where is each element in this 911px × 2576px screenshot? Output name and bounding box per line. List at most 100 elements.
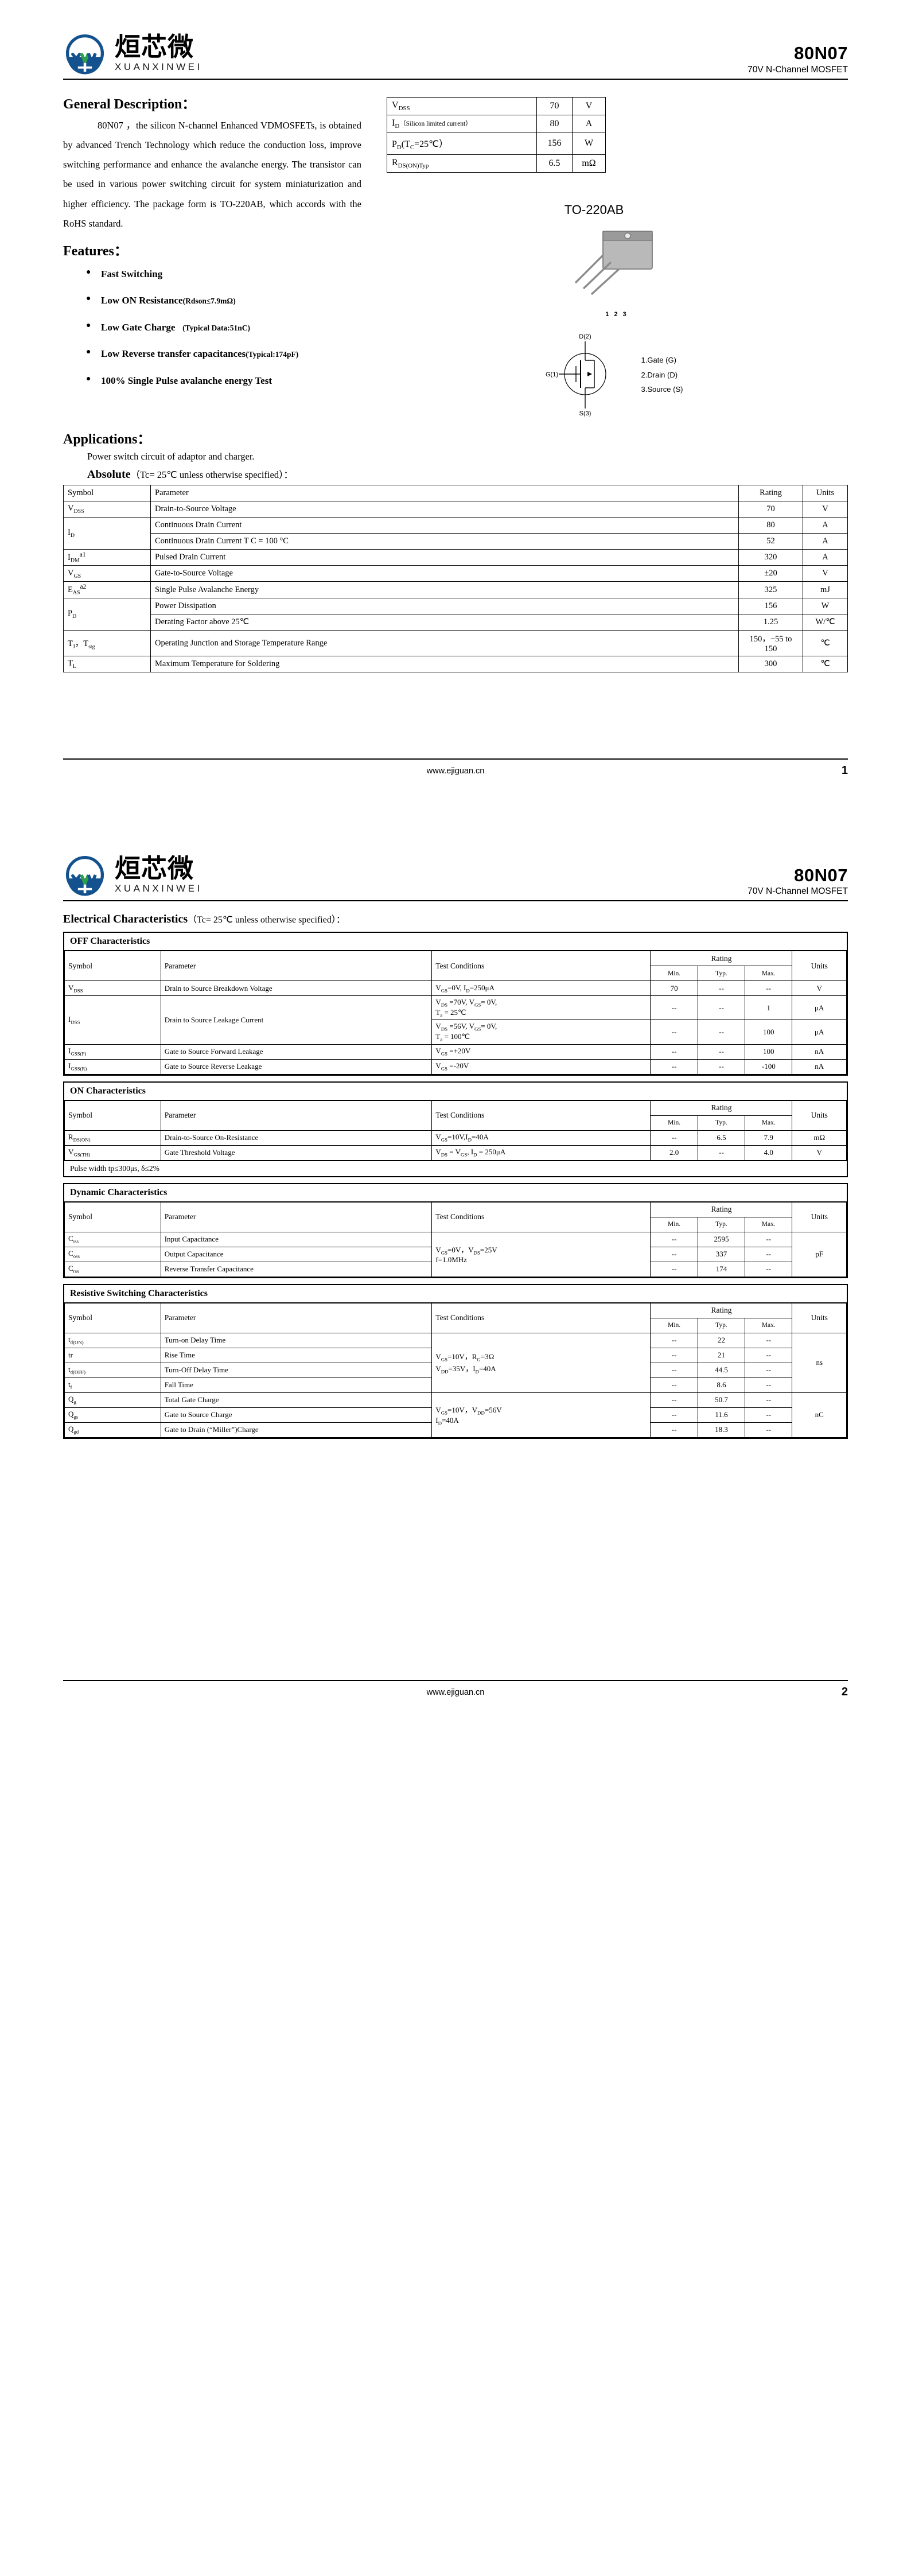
- row-symbol: td(ON): [64, 1332, 161, 1348]
- col-test-conditions: Test Conditions: [431, 951, 651, 982]
- table-header-row: Symbol Parameter Test Conditions Rating …: [64, 1201, 847, 1232]
- col-symbol: Symbol: [64, 951, 161, 982]
- absolute-ratings-title: Absolute（Tc= 25℃ unless otherwise specif…: [87, 468, 293, 481]
- table-row: TL Maximum Temperature for Soldering 300…: [63, 656, 848, 673]
- page-2-header: 烜芯微 XUANXINWEI 80N07 70V N-Channel MOSFE…: [63, 822, 848, 899]
- features-list: Fast Switching Low ON Resistance(Rdson≤7…: [63, 268, 361, 387]
- part-number: 80N07: [794, 865, 848, 885]
- row-parameter: Output Capacitance: [160, 1246, 433, 1262]
- row-max: --: [745, 1377, 793, 1393]
- row-parameter: Pulsed Drain Current: [150, 548, 739, 566]
- row-units: W: [803, 598, 848, 615]
- applications-title: Applications：: [63, 431, 151, 447]
- pulse-width-note: Pulse width tp≤300μs, δ≤2%: [64, 1160, 847, 1176]
- feature-item: Low Gate Charge (Typical Data:51nC): [86, 321, 361, 333]
- row-parameter: Total Gate Charge: [160, 1392, 433, 1408]
- footer-url[interactable]: www.ejiguan.cn: [426, 766, 485, 776]
- row-max: --: [745, 1362, 793, 1378]
- pin-item: 1.Gate (G): [641, 356, 676, 365]
- table-row: VDSS Drain to Source Breakdown Voltage V…: [64, 980, 847, 997]
- row-symbol: VDSS: [63, 500, 151, 517]
- col-parameter: Parameter: [150, 484, 739, 501]
- col-rating: Rating: [738, 484, 803, 501]
- spec-value: 80: [536, 115, 573, 134]
- xxw-circle-icon: [63, 32, 107, 75]
- col-symbol: Symbol: [63, 484, 151, 501]
- row-max: --: [745, 1246, 793, 1262]
- row-symbol: VDSS: [64, 980, 161, 997]
- dynamic-characteristics-table: Dynamic Characteristics Symbol Parameter…: [63, 1182, 848, 1278]
- spec-value: 70: [536, 96, 573, 116]
- row-min: --: [650, 1231, 698, 1247]
- row-typ: 18.3: [697, 1422, 746, 1438]
- row-parameter: Rise Time: [160, 1347, 433, 1363]
- col-max: Max.: [745, 1115, 793, 1131]
- row-min: --: [650, 1377, 698, 1393]
- col-test-conditions: Test Conditions: [431, 1100, 651, 1131]
- table-row: IDMa1 Pulsed Drain Current 320 A: [63, 548, 848, 566]
- table-header-row: Symbol Parameter Test Conditions Rating …: [64, 951, 847, 982]
- row-max: --: [745, 1261, 793, 1277]
- company-name-cn: 烜芯微: [115, 32, 194, 61]
- table-row: Qgd Gate to Drain (“Miller”)Charge -- 18…: [64, 1422, 847, 1438]
- row-min: --: [650, 1332, 698, 1348]
- table-row: ID（Silicon limited current） 80 A: [387, 115, 606, 134]
- table-header-row: Min. Typ. Max.: [65, 1115, 847, 1131]
- row-parameter: Drain-to-Source On-Resistance: [160, 1130, 433, 1146]
- package-title: TO-220AB: [564, 202, 624, 217]
- col-units: Units: [792, 1100, 847, 1131]
- col-parameter: Parameter: [160, 1100, 433, 1131]
- package-pin-numbers: 1 2 3: [605, 310, 628, 318]
- table-row: IDSS Drain to Source Leakage Current VDS…: [64, 995, 847, 1045]
- col-typ: Typ.: [697, 1216, 746, 1232]
- page-1-footer: www.ejiguan.cn 1: [63, 758, 848, 777]
- col-rating: Rating: [650, 1201, 793, 1217]
- spec-value: 6.5: [536, 154, 573, 173]
- svg-text:G(1): G(1): [546, 371, 558, 378]
- off-characteristics-table: OFF Characteristics Symbol Parameter Tes…: [63, 932, 848, 1076]
- row-max: 1: [745, 995, 793, 1021]
- table-header-row: Min. Typ. Max.: [65, 1216, 847, 1232]
- table-row: VDSS Drain-to-Source Voltage 70 V: [63, 500, 848, 517]
- svg-text:S(3): S(3): [579, 410, 591, 417]
- row-typ: 21: [697, 1347, 746, 1363]
- row-typ: 11.6: [697, 1407, 746, 1423]
- table-header-row: Symbol Parameter Rating Units: [63, 484, 848, 501]
- row-symbol: TJ，Tstg: [63, 630, 151, 657]
- row-symbol: VGS(TH): [64, 1145, 161, 1161]
- table-row: RDS(ON)Typ 6.5 mΩ: [387, 154, 606, 173]
- row-symbol: IGSS(R): [64, 1059, 161, 1075]
- row-units: A: [803, 548, 848, 566]
- footer-url[interactable]: www.ejiguan.cn: [426, 1687, 485, 1697]
- row-symbol: EASa2: [63, 581, 151, 599]
- row-symbol: Coss: [64, 1246, 161, 1262]
- row-conditions: VGS=0V, ID=250μA: [431, 980, 651, 997]
- row-rating: 70: [738, 500, 803, 517]
- table-header-row: Min. Typ. Max.: [65, 966, 847, 982]
- row-parameter: Turn-Off Delay Time: [160, 1362, 433, 1378]
- row-conditions: VDS = VGS, ID = 250μA: [431, 1145, 651, 1161]
- company-logo: 烜芯微 XUANXINWEI: [63, 853, 203, 897]
- col-parameter: Parameter: [160, 951, 433, 982]
- footer-divider: [63, 1679, 848, 1681]
- table-row: VGS(TH) Gate Threshold Voltage VDS = VGS…: [64, 1145, 847, 1161]
- row-max: 100: [745, 1019, 793, 1045]
- spec-unit: V: [572, 96, 606, 116]
- row-symbol: tf: [64, 1377, 161, 1393]
- row-typ: --: [697, 1019, 746, 1045]
- col-parameter: Parameter: [160, 1302, 433, 1333]
- pin-assignment-list: 1.Gate (G) 2.Drain (D) 3.Source (S): [641, 353, 683, 396]
- row-rating: 80: [738, 516, 803, 534]
- row-typ: 337: [697, 1246, 746, 1262]
- row-units: V: [792, 980, 847, 997]
- row-typ: 8.6: [697, 1377, 746, 1393]
- applications-section: Applications： Power switch circuit of ad…: [63, 427, 848, 481]
- table-row: Qgs Gate to Source Charge -- 11.6 --: [64, 1407, 847, 1423]
- row-symbol: Qgd: [64, 1422, 161, 1438]
- table-row: ID Continuous Drain Current 80 A: [63, 516, 848, 550]
- row-typ: --: [697, 980, 746, 997]
- row-typ: 174: [697, 1261, 746, 1277]
- table-header-row: Symbol Parameter Test Conditions Rating …: [64, 1302, 847, 1333]
- row-parameter: Gate to Drain (“Miller”)Charge: [160, 1422, 433, 1438]
- absolute-maximum-ratings-table: Symbol Parameter Rating Units VDSS Drain…: [63, 484, 848, 673]
